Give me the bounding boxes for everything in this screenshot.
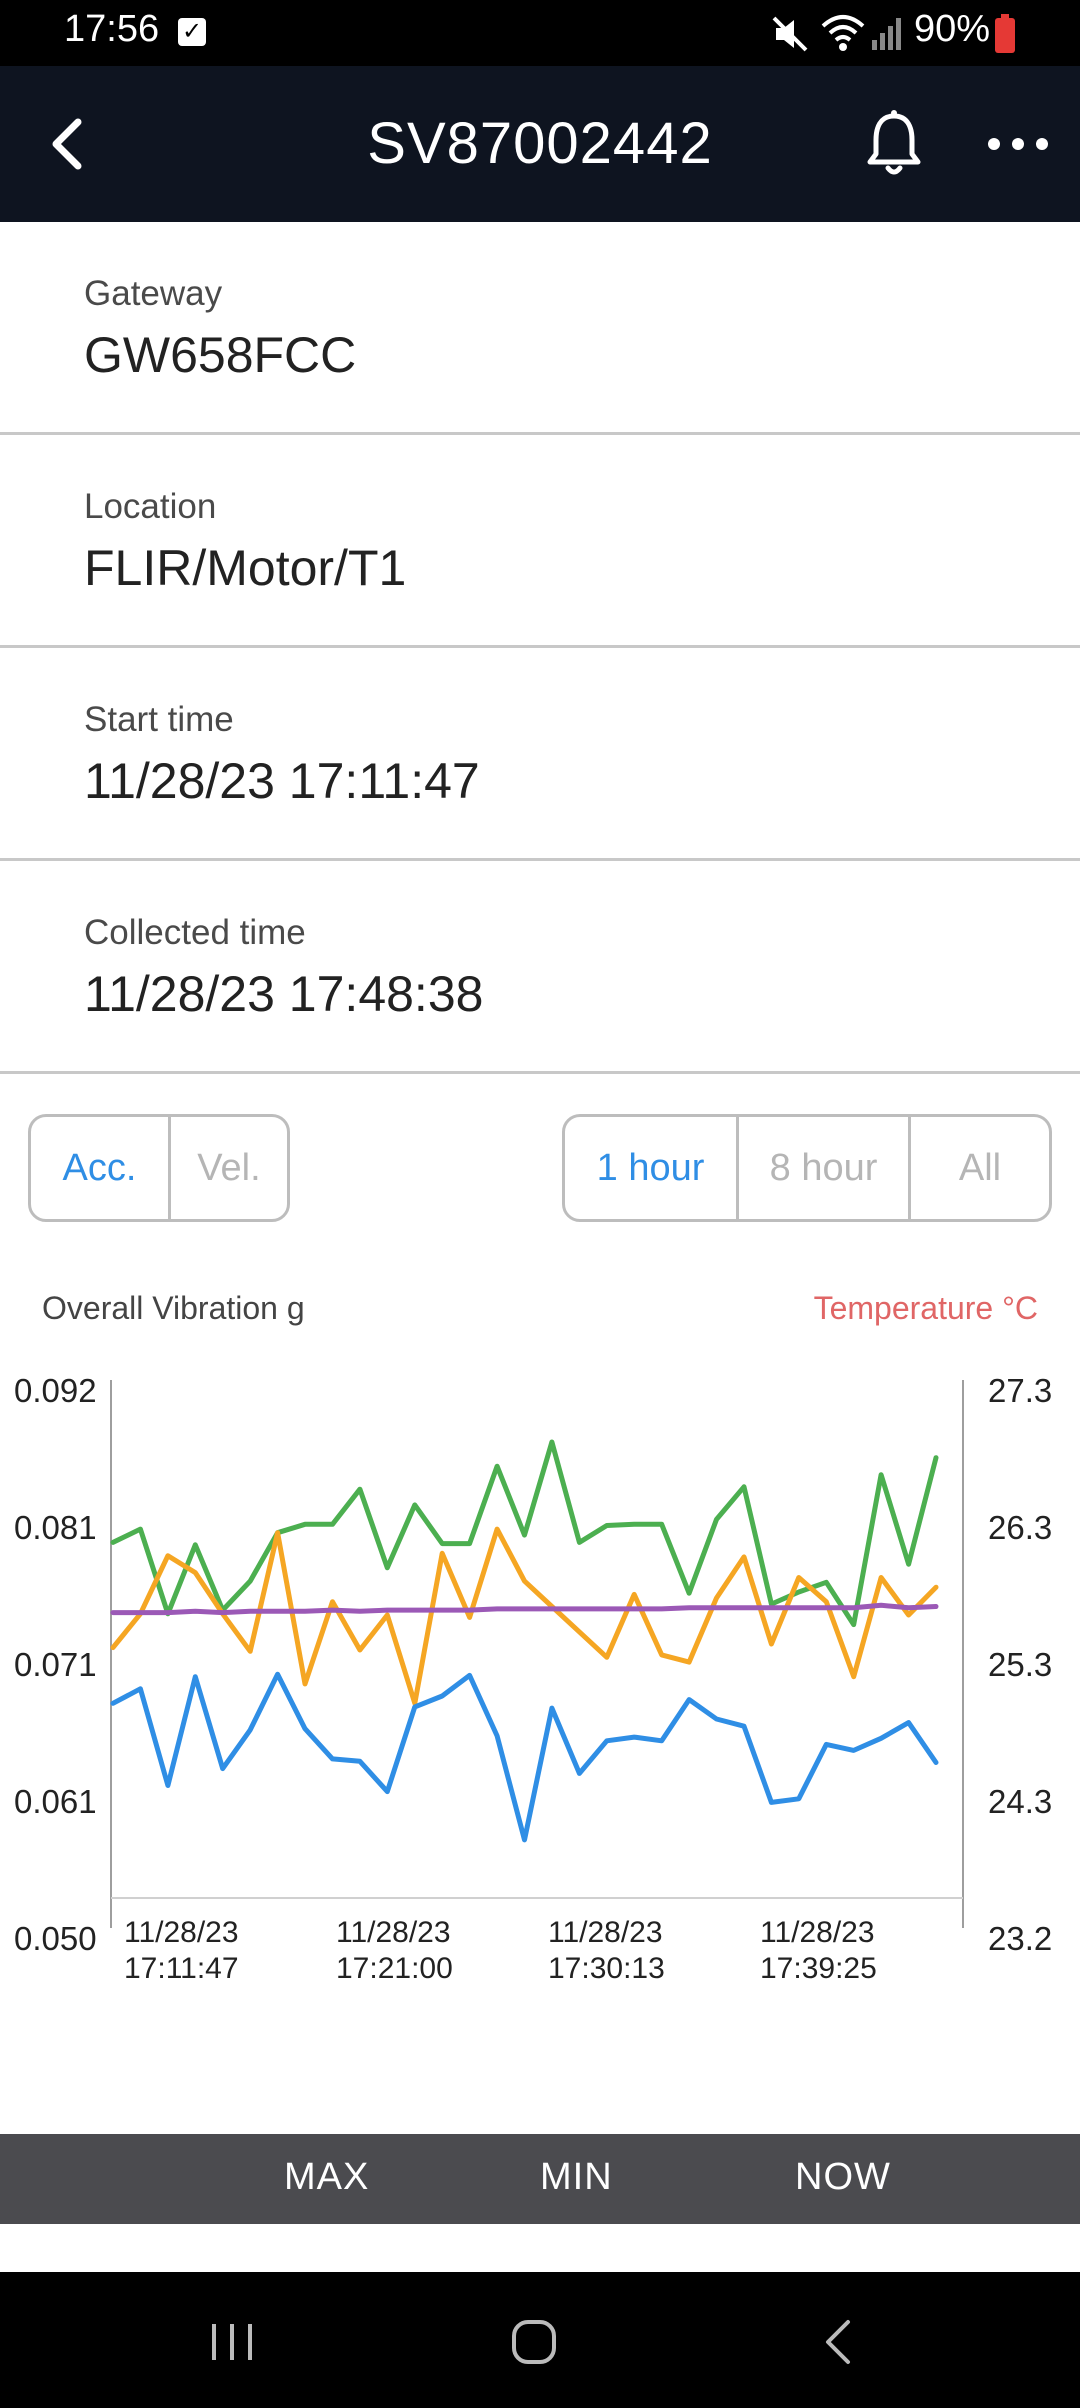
y-right-tick-label: 23.2 [988,1920,1052,1957]
range-8-hour[interactable]: 8 hour [736,1117,908,1219]
y-left-tick-label: 0.071 [14,1646,97,1683]
mode-toggle: Acc. Vel. [28,1114,290,1222]
y-right-tick-label: 27.3 [988,1372,1052,1409]
battery-icon [995,14,1015,53]
info-row-collected-time: Collected time 11/28/23 17:48:38 [0,861,1080,1074]
metrics-bar: MAX MIN NOW [0,2134,1080,2224]
info-value: FLIR/Motor/T1 [84,540,407,596]
vibration-temperature-chart: 0.092 0.081 0.071 0.061 0.050 27.3 26.3 25.3 24.… [14,1372,1052,1985]
info-label: Location [84,487,217,526]
mute-icon [772,16,808,52]
info-label: Start time [84,700,234,739]
y-axis-left-title: Overall Vibration g [42,1290,305,1326]
series-line-1 [110,1526,939,1706]
home-icon[interactable] [494,2302,574,2382]
battery-percent: 90% [914,8,991,50]
checkbox-notification-icon: ✓ [178,18,206,46]
back-nav-icon[interactable] [800,2302,880,2382]
y-left-tick-label: 0.081 [14,1509,97,1546]
info-value: GW658FCC [84,327,357,383]
x-tick-label: 17:30:13 [548,1952,665,1985]
system-nav-bar [0,2272,1080,2408]
y-right-tick-label: 26.3 [988,1509,1052,1546]
x-tick-label: 17:39:25 [760,1952,877,1985]
toggle-acc[interactable]: Acc. [62,1146,137,1189]
now-button[interactable]: NOW [795,2156,891,2198]
y-left-tick-label: 0.050 [14,1920,97,1957]
x-tick-label: 11/28/23 [336,1916,451,1949]
status-time: 17:56 [64,8,160,50]
x-tick-label: 11/28/23 [548,1916,663,1949]
status-bar: 17:56 ✓ 90% [0,0,1080,66]
y-axis-right-title: Temperature °C [813,1290,1038,1326]
x-tick-label: 11/28/23 [760,1916,875,1949]
info-label: Collected time [84,913,306,952]
page-title: SV87002442 [367,111,713,176]
y-right-tick-label: 25.3 [988,1646,1052,1683]
range-all[interactable]: All [908,1117,1049,1219]
info-label: Gateway [84,274,223,313]
x-tick-label: 17:11:47 [124,1952,239,1985]
back-button[interactable] [30,104,110,184]
max-button[interactable]: MAX [284,2156,370,2198]
y-left-tick-label: 0.061 [14,1783,97,1820]
app-bar: SV87002442 [0,66,1080,222]
y-left-tick-label: 0.092 [14,1372,97,1409]
x-tick-label: 17:21:00 [336,1952,453,1985]
more-options-icon[interactable] [978,104,1058,184]
series-line-0 [110,1439,939,1628]
info-value: 11/28/23 17:48:38 [84,966,484,1022]
series-line-3 [110,1602,939,1616]
wifi-icon [821,15,865,51]
info-value: 11/28/23 17:11:47 [84,753,480,809]
min-button[interactable]: MIN [540,2156,613,2198]
info-row-start-time: Start time 11/28/23 17:11:47 [0,648,1080,861]
y-right-tick-label: 24.3 [988,1783,1052,1820]
recent-apps-icon[interactable] [192,2302,272,2382]
signal-icon [872,18,901,50]
info-row-gateway: Gateway GW658FCC [0,222,1080,435]
series-line-2 [110,1671,939,1843]
range-1-hour[interactable]: 1 hour [596,1146,705,1189]
range-toggle: 1 hour 8 hour All [562,1114,1052,1222]
info-row-location: Location FLIR/Motor/T1 [0,435,1080,648]
toggle-vel[interactable]: Vel. [168,1117,287,1219]
bell-icon[interactable] [858,104,930,184]
x-tick-label: 11/28/23 [124,1916,239,1949]
